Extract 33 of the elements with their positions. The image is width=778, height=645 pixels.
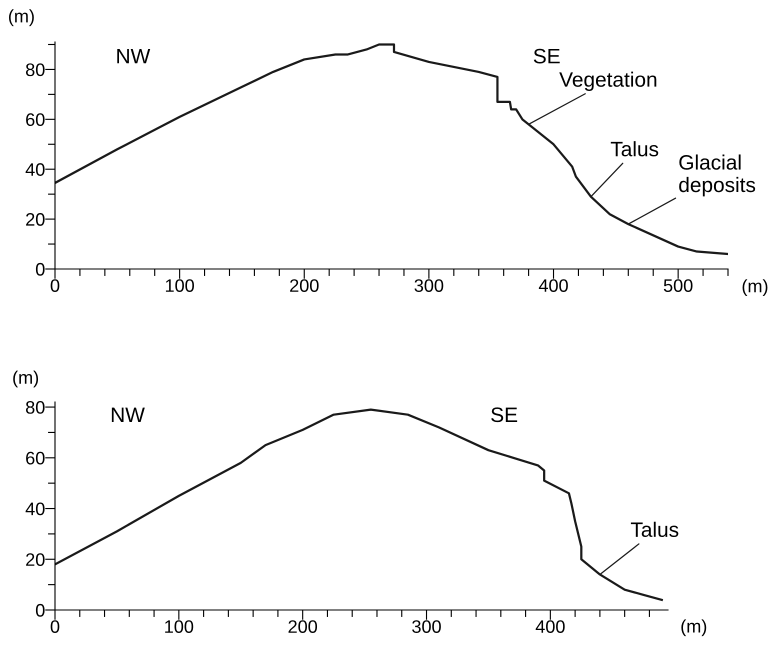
- y-tick-label: 0: [36, 604, 45, 617]
- annotation: Talus: [630, 522, 678, 538]
- y-tick-label: 60: [26, 452, 45, 465]
- x-tick-label: 500: [664, 279, 693, 292]
- x-axis-title: (m): [681, 619, 706, 636]
- x-tick-label: 300: [414, 279, 444, 292]
- y-axis-title: (m): [13, 370, 38, 388]
- y-tick-label: 40: [26, 502, 45, 516]
- y-tick-label: 80: [26, 401, 45, 414]
- y-tick-label: 20: [26, 553, 45, 566]
- annotation: Glacial deposits: [679, 154, 756, 196]
- x-tick-label: 200: [288, 620, 318, 633]
- x-tick-label: 200: [290, 279, 319, 292]
- x-tick-label: 300: [412, 620, 441, 633]
- x-axis-title: (m): [742, 279, 768, 296]
- x-tick-label: 400: [536, 620, 565, 633]
- y-tick-label: 80: [26, 63, 45, 76]
- x-tick-label: 0: [50, 620, 60, 633]
- y-tick-label: 0: [36, 262, 45, 276]
- y-axis-title: (m): [9, 9, 34, 26]
- annotation: NW: [112, 408, 145, 422]
- y-tick-label: 60: [26, 113, 45, 126]
- annotation: SE: [534, 48, 560, 64]
- x-tick-label: 400: [538, 279, 568, 292]
- y-tick-label: 40: [26, 163, 45, 176]
- x-tick-label: 0: [50, 279, 60, 292]
- annotation: NW: [117, 48, 150, 64]
- annotation: Talus: [610, 141, 658, 156]
- annotation: SE: [491, 407, 518, 422]
- x-tick-label: 100: [165, 620, 194, 633]
- annotation: Vegetation: [559, 72, 656, 91]
- y-tick-label: 20: [26, 213, 45, 226]
- x-tick-label: 100: [166, 279, 194, 292]
